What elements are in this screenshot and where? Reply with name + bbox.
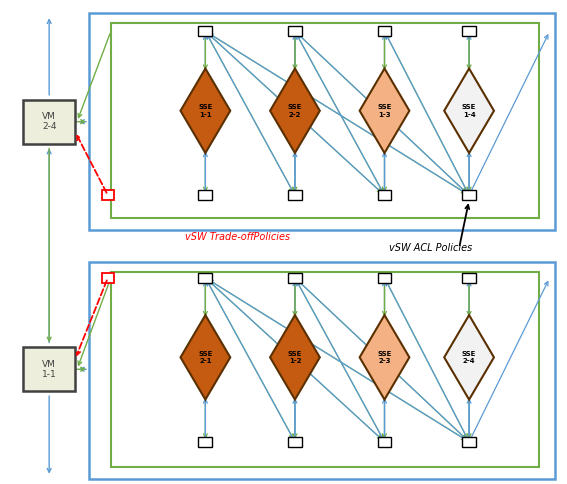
Bar xyxy=(378,437,391,447)
Text: SSE
2-2: SSE 2-2 xyxy=(288,104,302,118)
Bar xyxy=(102,273,114,283)
Polygon shape xyxy=(180,315,230,400)
Text: vSW Trade-offPolicies: vSW Trade-offPolicies xyxy=(185,232,291,242)
Bar xyxy=(288,190,302,200)
Bar xyxy=(462,26,476,36)
Text: SSE
1-2: SSE 1-2 xyxy=(288,350,302,364)
Bar xyxy=(288,273,302,283)
Polygon shape xyxy=(270,315,320,400)
Bar xyxy=(378,26,391,36)
Bar xyxy=(198,190,213,200)
Bar xyxy=(23,100,75,144)
Bar xyxy=(462,437,476,447)
Bar xyxy=(288,26,302,36)
Text: VM
1-1: VM 1-1 xyxy=(42,360,57,379)
Bar xyxy=(111,272,539,467)
Text: vSW ACL Policies: vSW ACL Policies xyxy=(390,243,473,253)
Bar xyxy=(198,26,213,36)
Bar xyxy=(111,23,539,218)
Bar xyxy=(378,273,391,283)
Bar xyxy=(462,273,476,283)
Bar xyxy=(378,190,391,200)
Bar xyxy=(198,437,213,447)
Polygon shape xyxy=(180,69,230,153)
Bar xyxy=(89,14,555,230)
Text: SSE
1-1: SSE 1-1 xyxy=(198,104,213,118)
Text: SSE
2-1: SSE 2-1 xyxy=(198,350,213,364)
Polygon shape xyxy=(359,315,409,400)
Bar xyxy=(288,437,302,447)
Polygon shape xyxy=(270,69,320,153)
Polygon shape xyxy=(359,69,409,153)
Text: SSE
1-3: SSE 1-3 xyxy=(377,104,392,118)
Bar xyxy=(198,273,213,283)
Text: SSE
2-3: SSE 2-3 xyxy=(377,350,392,364)
Text: VM
2-4: VM 2-4 xyxy=(42,112,56,131)
Bar xyxy=(89,262,555,479)
Text: SSE
2-4: SSE 2-4 xyxy=(462,350,476,364)
Bar xyxy=(23,348,75,391)
Text: SSE
1-4: SSE 1-4 xyxy=(462,104,476,118)
Bar xyxy=(462,190,476,200)
Polygon shape xyxy=(444,315,494,400)
Bar xyxy=(102,190,114,200)
Polygon shape xyxy=(444,69,494,153)
